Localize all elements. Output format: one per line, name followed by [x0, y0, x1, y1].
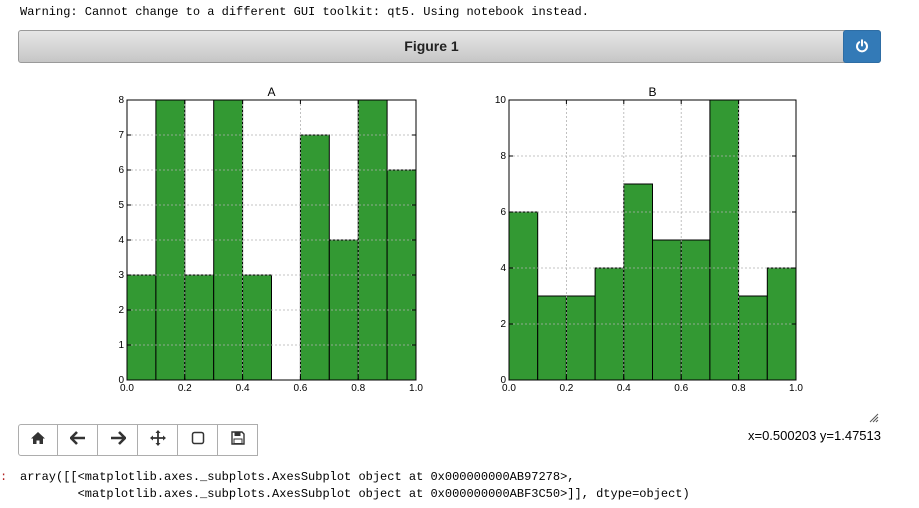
- y-tick-label: 3: [118, 270, 124, 281]
- y-tick-label: 6: [500, 207, 506, 218]
- histogram-bar: [508, 211, 539, 381]
- y-tick-label: 0: [118, 375, 124, 386]
- histogram-bar: [709, 99, 740, 381]
- y-tick-label: 2: [500, 319, 506, 330]
- histogram-bar: [184, 274, 215, 381]
- save-button[interactable]: [218, 424, 258, 456]
- chart-title: B: [648, 85, 656, 99]
- x-tick-label: 1.0: [409, 383, 423, 394]
- x-tick-label: 0.6: [674, 383, 688, 394]
- y-tick-label: 7: [118, 130, 124, 141]
- histogram-bar: [299, 134, 330, 381]
- square-icon: [191, 431, 205, 450]
- chart-title: A: [267, 85, 275, 99]
- forward-button[interactable]: [98, 424, 138, 456]
- floppy-icon: [230, 430, 245, 450]
- x-tick-label: 0.6: [293, 383, 307, 394]
- home-button[interactable]: [18, 424, 58, 456]
- output-prompt: :: [0, 470, 8, 484]
- y-tick-label: 5: [118, 200, 124, 211]
- x-tick-label: 0.2: [178, 383, 192, 394]
- figure-title: Figure 1: [404, 38, 459, 54]
- y-tick-label: 4: [500, 263, 506, 274]
- home-icon: [30, 431, 46, 450]
- y-tick-label: 8: [118, 95, 124, 106]
- figure-toolbar: [18, 424, 258, 456]
- y-tick-label: 0: [500, 375, 506, 386]
- x-tick-label: 0.4: [617, 383, 631, 394]
- histogram-bar: [126, 274, 157, 381]
- histogram-bar: [242, 274, 273, 381]
- y-tick-label: 2: [118, 305, 124, 316]
- y-tick-label: 8: [500, 151, 506, 162]
- pan-button[interactable]: [138, 424, 178, 456]
- back-button[interactable]: [58, 424, 98, 456]
- histogram-bar: [652, 239, 682, 381]
- y-tick-label: 4: [118, 235, 124, 246]
- histogram-bar: [680, 239, 711, 381]
- move-icon: [149, 429, 166, 451]
- histogram-bar: [537, 295, 567, 381]
- arrow-right-icon: [110, 430, 126, 450]
- x-tick-label: 1.0: [789, 383, 803, 394]
- figure-titlebar: Figure 1: [18, 30, 881, 63]
- arrow-left-icon: [69, 430, 86, 450]
- histogram-bar: [565, 295, 596, 381]
- y-tick-label: 10: [495, 95, 507, 106]
- histogram-bar: [738, 295, 768, 381]
- zoom-button[interactable]: [178, 424, 218, 456]
- histogram-bar: [623, 183, 653, 381]
- output-line: <matplotlib.axes._subplots.AxesSubplot o…: [20, 487, 690, 501]
- figure-canvas[interactable]: 0.0 0.2 0.4 0.6 0.8 1.0 0 1 2 3 4 5 6 7 8 A 0.0 0.2 0.4 0.6…: [0, 0, 919, 420]
- output-line: array([[<matplotlib.axes._subplots.AxesS…: [20, 470, 575, 484]
- x-tick-label: 0.4: [236, 383, 250, 394]
- y-tick-label: 6: [118, 165, 124, 176]
- axes-frame: [508, 99, 797, 381]
- cursor-coordinates: x=0.500203 y=1.47513: [747, 428, 881, 443]
- x-tick-label: 0.0: [502, 383, 516, 394]
- x-tick-label: 0.0: [120, 383, 134, 394]
- x-tick-label: 0.2: [559, 383, 573, 394]
- resize-handle-icon[interactable]: [869, 410, 879, 428]
- x-tick-label: 0.8: [732, 383, 746, 394]
- warning-message: Warning: Cannot change to a different GU…: [20, 5, 589, 19]
- close-figure-button[interactable]: [843, 30, 881, 63]
- x-tick-label: 0.8: [351, 383, 365, 394]
- y-tick-label: 1: [118, 340, 124, 351]
